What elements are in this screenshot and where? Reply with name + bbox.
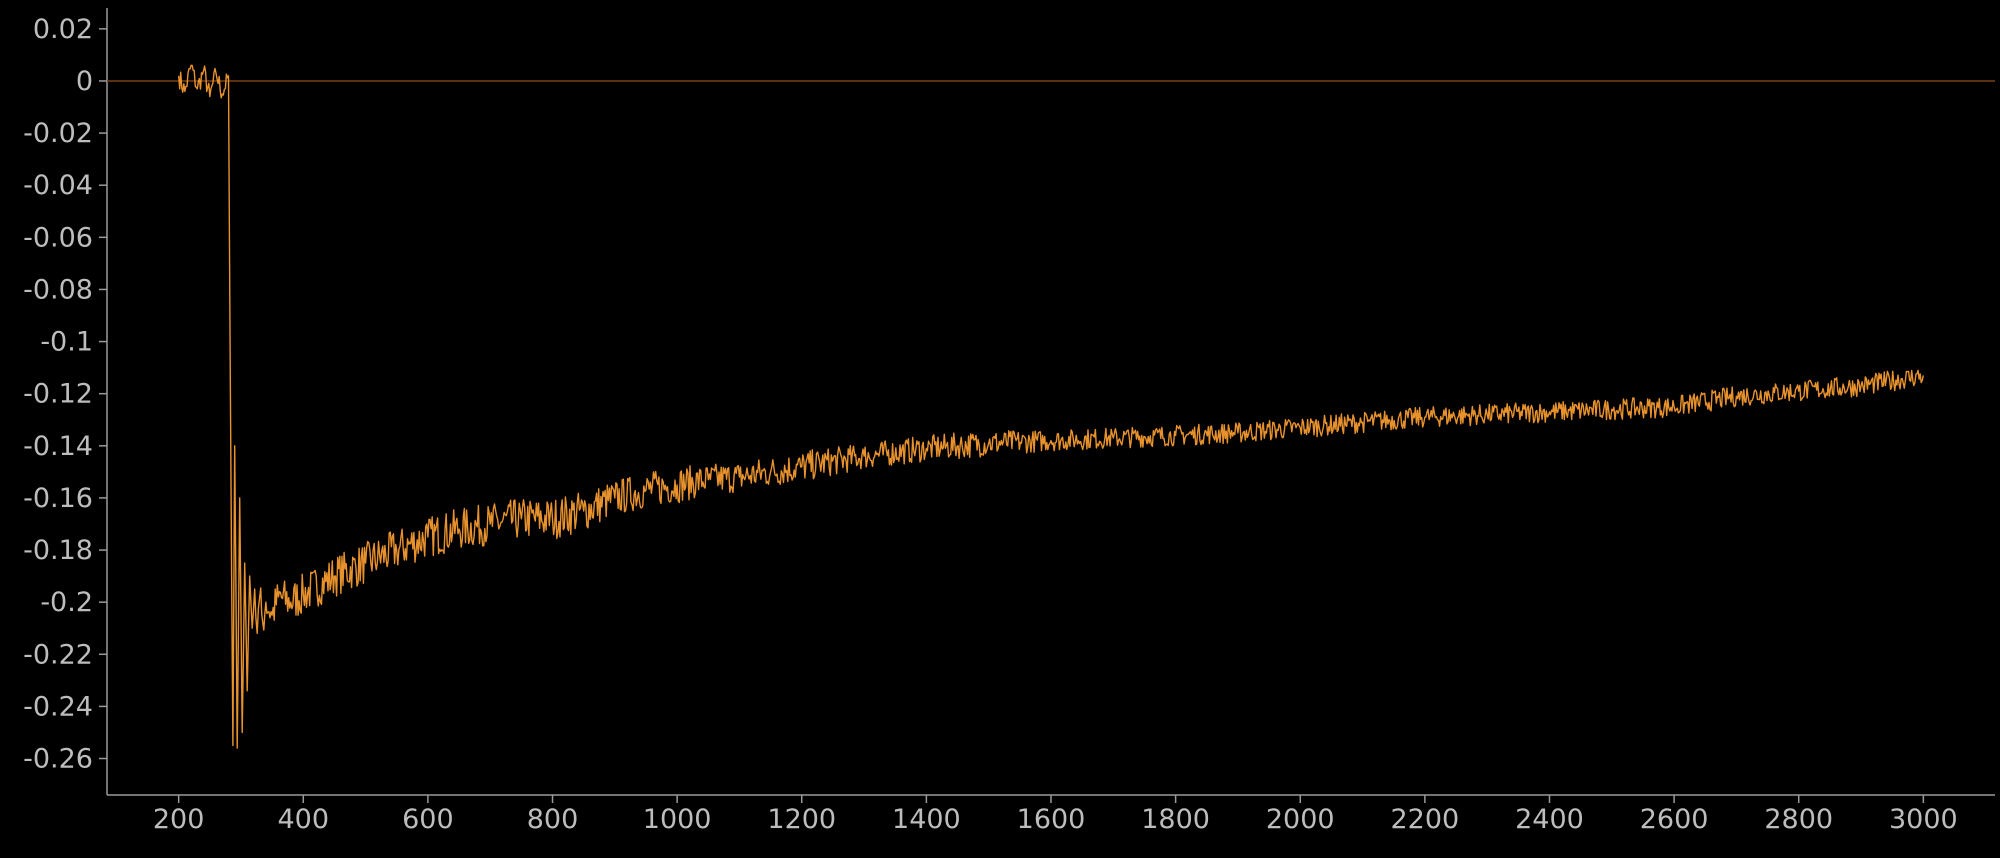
x-tick-label: 1800 [1141, 804, 1210, 835]
x-tick-label: 200 [153, 804, 205, 835]
y-tick-label: -0.26 [23, 744, 93, 775]
y-tick-group: 0.02 0 -0.02 -0.04 -0.06 -0.08 -0.1 -0.12 -0.14 -… [23, 14, 107, 775]
x-tick-label: 2400 [1515, 804, 1584, 835]
x-tick-label: 400 [278, 804, 330, 835]
y-tick-label: -0.24 [23, 691, 93, 722]
x-tick-label: 1200 [767, 804, 836, 835]
x-tick-label: 1600 [1017, 804, 1086, 835]
y-tick-label: -0.04 [23, 170, 93, 201]
x-tick-label: 1000 [643, 804, 712, 835]
y-tick-label: -0.08 [23, 274, 93, 305]
y-tick-label: -0.06 [23, 222, 93, 253]
x-tick-label: 3000 [1889, 804, 1958, 835]
x-tick-label: 2600 [1640, 804, 1709, 835]
y-tick-label: -0.22 [23, 639, 93, 670]
y-tick-label: -0.1 [40, 327, 93, 358]
y-tick-label: -0.14 [23, 431, 93, 462]
x-tick-label: 2800 [1764, 804, 1833, 835]
y-tick-label: 0 [76, 66, 93, 97]
x-tick-group: 200 400 600 800 1000 1200 1400 1600 1800 2000 2200… [153, 795, 1958, 835]
x-tick-label: 800 [527, 804, 579, 835]
x-tick-label: 2200 [1391, 804, 1460, 835]
x-tick-label: 600 [402, 804, 454, 835]
y-tick-label: -0.12 [23, 379, 93, 410]
y-tick-label: -0.16 [23, 483, 93, 514]
y-tick-label: -0.02 [23, 118, 93, 149]
y-tick-label: 0.02 [33, 14, 93, 45]
y-tick-label: -0.18 [23, 535, 93, 566]
x-tick-label: 1400 [892, 804, 961, 835]
series-line [178, 64, 1924, 749]
x-tick-label: 2000 [1266, 804, 1335, 835]
y-tick-label: -0.2 [40, 587, 93, 618]
